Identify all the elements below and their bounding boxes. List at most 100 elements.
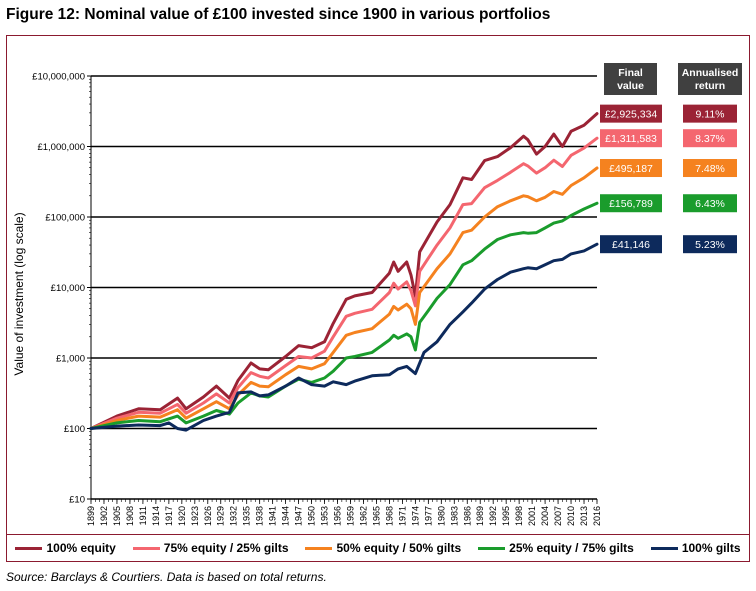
x-tick-label: 1941 [268, 506, 278, 526]
annualised-return-box-3 [683, 159, 737, 178]
x-tick-label: 1992 [488, 506, 498, 526]
x-tick-label: 1917 [164, 506, 174, 526]
line-chart: Value of investment (log scale) £10£100£… [12, 63, 742, 526]
final-value-label-5: £41,146 [612, 239, 650, 251]
x-tick-label: 1995 [501, 506, 511, 526]
annualised-return-box-1 [683, 104, 737, 123]
x-tick-label: 2001 [527, 506, 537, 526]
legend-label: 100% equity [46, 541, 116, 555]
final-value-header-line1: Final [618, 67, 643, 79]
final-value-box-2 [600, 129, 662, 148]
x-tick-label: 1974 [410, 506, 420, 526]
y-tick-label: £10,000 [51, 283, 85, 294]
source-note: Source: Barclays & Courtiers. Data is ba… [6, 570, 327, 584]
series-value-boxes: £2,925,334 9.11% £1,311,583 8.37% £495,187 7.… [600, 104, 737, 254]
legend-label: 50% equity / 50% gilts [336, 541, 462, 555]
legend-item-3: 50% equity / 50% gilts [305, 541, 461, 555]
x-tick-label: 1980 [436, 506, 446, 526]
series-line-4 [89, 201, 599, 430]
series-line-5 [89, 242, 599, 432]
x-tick-label: 1923 [190, 506, 200, 526]
annualised-return-box-5 [683, 235, 737, 254]
final-value-label-1: £2,925,334 [605, 109, 658, 121]
y-tick-label: £10 [69, 495, 85, 506]
x-tick-label: 1953 [320, 506, 330, 526]
x-tick-label: 1914 [151, 506, 161, 526]
legend-swatch [132, 546, 160, 550]
legend-item-2: 75% equity / 25% gilts [132, 541, 289, 555]
x-tick-label: 1911 [138, 506, 148, 525]
final-value-box-1 [600, 104, 662, 123]
x-tick-label: 1986 [462, 506, 472, 526]
final-value-label-2: £1,311,583 [605, 133, 657, 145]
final-value-label-4: £156,789 [609, 198, 653, 210]
x-tick-label: 1935 [242, 506, 252, 526]
y-tick-label: £1,000 [56, 354, 85, 365]
x-tick-label: 2013 [579, 506, 589, 526]
y-axis-ticks: £10 £100 £1,000 £10,000 £100,000 £1,000,000 £1… [32, 72, 91, 506]
x-tick-label: 1959 [345, 506, 355, 526]
x-tick-label: 1965 [371, 506, 381, 526]
final-value-label-3: £495,187 [609, 163, 653, 175]
x-tick-label: 1989 [475, 506, 485, 526]
legend-swatch [305, 546, 333, 550]
x-tick-label: 2004 [540, 506, 550, 526]
x-axis-ticks: 1899 1902 1905 1908 1911 1914 1917 1920 1923 1926… [86, 499, 602, 526]
legend-swatch [478, 546, 506, 550]
legend-label: 100% gilts [681, 541, 741, 555]
x-tick-label: 1962 [358, 506, 368, 526]
y-tick-label: £100,000 [45, 213, 85, 224]
final-value-box-5 [600, 235, 662, 254]
annualised-return-label-2: 8.37% [695, 133, 725, 145]
legend-item-1: 100% equity [15, 541, 116, 555]
legend-label: 25% equity / 75% gilts [509, 541, 634, 555]
x-tick-label: 1956 [333, 506, 343, 526]
x-tick-label: 1899 [86, 506, 96, 526]
series-line-2 [89, 136, 599, 430]
x-tick-label: 1971 [397, 506, 407, 526]
legend-item-5: 100% gilts [650, 541, 741, 555]
annualised-return-header-box [678, 63, 742, 95]
x-tick-label: 1998 [514, 506, 524, 526]
chart-legend: 100% equity 75% equity / 25% gilts 50% equ… [6, 535, 750, 562]
x-tick-label: 1932 [229, 506, 239, 526]
final-value-header-box [604, 63, 657, 95]
x-tick-label: 2010 [566, 506, 576, 526]
x-tick-label: 1938 [255, 506, 265, 526]
x-tick-label: 1947 [294, 506, 304, 526]
x-tick-label: 1905 [112, 506, 122, 526]
x-tick-label: 1968 [384, 506, 394, 526]
annualised-return-box-2 [683, 129, 737, 148]
final-value-box-4 [600, 194, 662, 213]
annualised-return-label-3: 7.48% [695, 163, 725, 175]
series-line-3 [89, 166, 599, 430]
legend-swatch [15, 546, 43, 550]
x-tick-label: 1920 [177, 506, 187, 526]
x-tick-label: 1929 [216, 506, 226, 526]
x-tick-label: 1977 [423, 506, 433, 526]
x-tick-label: 2016 [592, 506, 602, 526]
x-tick-label: 1983 [449, 506, 459, 526]
annualised-return-box-4 [683, 194, 737, 213]
series-lines [89, 112, 599, 432]
y-tick-label: £1,000,000 [37, 142, 85, 153]
annualised-return-label-1: 9.11% [696, 109, 725, 121]
table-headers: Final value Annualised return [604, 63, 742, 95]
annualised-return-header-line2: return [695, 80, 725, 92]
x-tick-label: 2007 [553, 506, 563, 526]
x-tick-label: 1908 [125, 506, 135, 526]
figure-title: Figure 12: Nominal value of £100 investe… [6, 6, 551, 23]
annualised-return-header-line1: Annualised [682, 67, 739, 79]
x-tick-label: 1944 [281, 506, 291, 526]
x-tick-label: 1950 [307, 506, 317, 526]
final-value-header-line2: value [617, 80, 644, 92]
final-value-box-3 [600, 159, 662, 178]
x-tick-label: 1902 [99, 506, 109, 526]
y-tick-label: £10,000,000 [32, 72, 85, 83]
chart-frame: Value of investment (log scale) £10 £100 £… [6, 35, 750, 535]
x-tick-label: 1926 [203, 506, 213, 526]
annualised-return-label-5: 5.23% [695, 239, 725, 251]
series-line-1 [89, 112, 599, 430]
y-tick-label: £100 [64, 424, 85, 435]
legend-swatch [650, 546, 678, 550]
